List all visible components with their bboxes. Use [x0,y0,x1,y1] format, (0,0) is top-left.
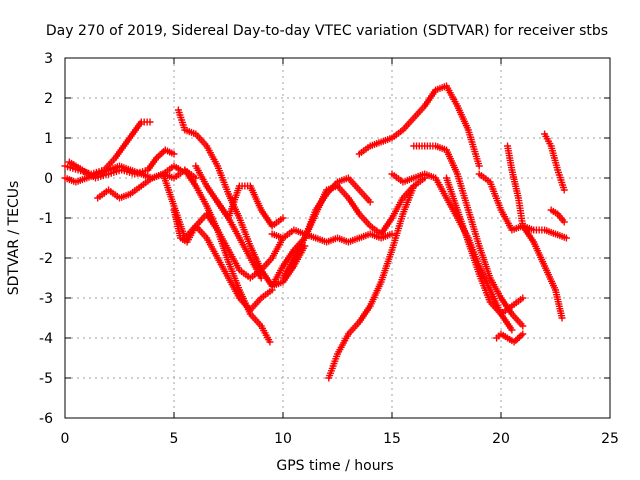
x-tick-label: 10 [274,431,292,447]
data-point-markers [504,142,566,322]
y-tick-label: -3 [39,291,53,307]
series-sat-s [475,170,570,242]
y-axis-label: SDTVAR / TECUs [6,181,22,296]
data-point-markers [268,174,374,290]
plot-frame [64,57,611,419]
data-point-markers [493,330,527,346]
series-sat-n [325,182,418,382]
series-sat-k [268,226,396,246]
series-sat-q [410,142,527,330]
series-sat-t [504,142,566,322]
data-point-markers [181,166,287,282]
data-point-markers [268,226,396,246]
series-sat-w [493,330,527,346]
x-axis-label: GPS time / hours [276,458,393,474]
y-tick-label: -4 [39,331,53,347]
series-sat-f [170,206,276,314]
data-marks [61,82,570,382]
data-point-markers [279,174,429,282]
x-tick-label: 25 [601,431,619,447]
y-tick-label: 1 [44,131,53,147]
x-tick-label: 20 [492,431,510,447]
series-sat-v [547,206,568,226]
grid-lines [65,58,610,418]
y-tick-label: -1 [39,211,53,227]
series-sat-m [279,174,429,282]
y-tick-label: 2 [44,91,53,107]
series-sat-o [355,82,483,170]
x-tick-label: 15 [383,431,401,447]
series-sat-j [192,162,265,282]
data-point-markers [355,82,483,170]
series-sat-l [268,174,374,290]
data-point-markers [547,206,568,226]
data-point-markers [475,170,570,242]
data-point-markers [65,146,178,182]
data-point-markers [170,206,276,314]
series-sat-u [541,130,568,194]
y-tick-label: 0 [44,171,53,187]
chart-title: Day 270 of 2019, Sidereal Day-to-day VTE… [46,23,608,39]
y-tick-label: -6 [39,411,53,427]
data-point-markers [325,182,418,382]
x-tick-label: 5 [170,431,179,447]
y-tick-label: 3 [44,51,53,67]
series-sat-h [181,166,287,282]
x-tick-label: 0 [61,431,70,447]
series-sat-r [443,174,527,318]
axis-ticks: 0 5 10 15 20 25 -6 -5 -4 -3 -2 -1 0 1 2 3 [39,51,619,447]
data-point-markers [192,162,265,282]
y-tick-label: -5 [39,371,53,387]
y-tick-label: -2 [39,251,53,267]
series-sat-c [65,146,178,182]
data-point-markers [541,130,568,194]
data-point-markers [443,174,527,318]
data-point-markers [410,142,527,330]
